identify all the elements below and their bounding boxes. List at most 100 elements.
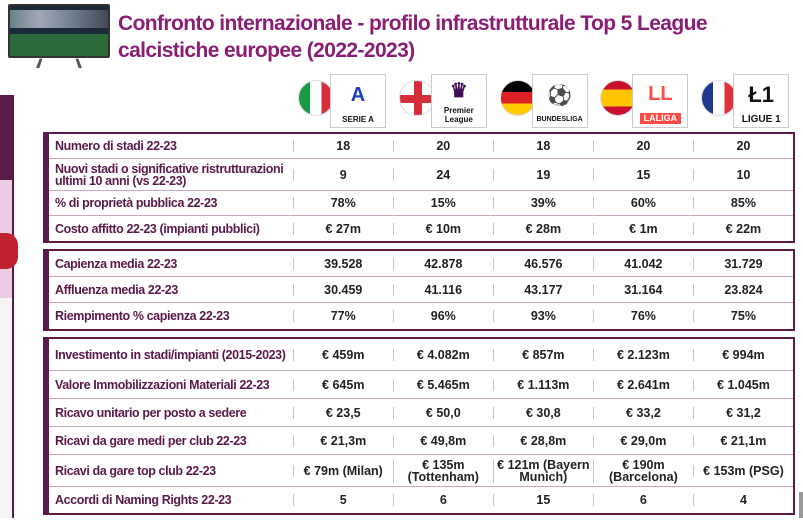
table-cell: 41.116 xyxy=(392,283,493,296)
table-cell: € 79m (Milan) xyxy=(292,464,393,477)
table-cell: 46.576 xyxy=(492,257,593,270)
table-cell: 18 xyxy=(492,140,593,152)
row-label: % di proprietà pubblica 22-23 xyxy=(55,196,218,210)
table-cell: € 121m (Bayern Munich) xyxy=(492,458,593,483)
league-logos-row: A SERIE A ♛ Premier League ⚽ BUNDESLIGA LL LALI… xyxy=(296,70,796,130)
table-cell: € 21,1m xyxy=(692,434,793,447)
table-cell: € 190m (Barcelona) xyxy=(592,458,693,483)
table-cell: 31.164 xyxy=(592,283,693,296)
table-cell: € 28,8m xyxy=(492,434,593,447)
table-row: Costo affitto 22-23 (impianti pubblici) €… xyxy=(49,216,793,241)
row-label: Riempimento % capienza 22-23 xyxy=(55,309,230,323)
table-cell: 20 xyxy=(692,140,793,152)
row-label: Affluenza media 22-23 xyxy=(55,282,178,297)
table-cell: 39.528 xyxy=(292,257,393,270)
table-cell: 42.878 xyxy=(392,257,493,270)
league-name: LIGUE 1 xyxy=(741,114,781,125)
table-cell: € 153m (PSG) xyxy=(692,464,793,477)
table-cell: € 21,3m xyxy=(292,434,393,447)
row-label: Ricavi da gare top club 22-23 xyxy=(55,463,216,478)
table-group-0: Numero di stadi 22-23 18 20 18 20 20 Nuovi sta… xyxy=(43,132,795,243)
table-cell: 30.459 xyxy=(292,283,393,296)
table-cell: € 10m xyxy=(392,222,493,235)
table-group-2: Investimento in stadi/impianti (2015-202… xyxy=(43,337,795,515)
table-cell: € 857m xyxy=(492,348,593,361)
adjacent-page-edge xyxy=(0,95,18,527)
table-cell: € 1m xyxy=(592,222,693,235)
table-cell: 75% xyxy=(692,310,793,322)
edge-band-light xyxy=(0,298,14,518)
table-cell: € 459m xyxy=(292,348,393,361)
table-cell: 5 xyxy=(292,494,393,506)
table-cell: 96% xyxy=(392,310,493,322)
table-cell: 24 xyxy=(392,168,493,181)
table-cell: 31.729 xyxy=(692,257,793,270)
row-label: Capienza media 22-23 xyxy=(55,256,177,271)
table-cell: 39% xyxy=(492,197,593,209)
table-cell: € 1.045m xyxy=(692,378,793,391)
italy-flag-icon xyxy=(298,80,334,116)
table-cell: € 30,8 xyxy=(492,406,593,419)
table-row: % di proprietà pubblica 22-23 78% 15% 39% 60… xyxy=(49,191,793,216)
table-cell: € 5.465m xyxy=(392,378,493,391)
table-cell: € 4.082m xyxy=(392,348,493,361)
table-cell: € 33,2 xyxy=(592,406,693,419)
table-cell: 19 xyxy=(492,168,593,181)
table-cell: € 28m xyxy=(492,222,593,235)
table-cell: 9 xyxy=(292,168,393,181)
table-cell: 60% xyxy=(592,197,693,209)
table-row: Riempimento % capienza 22-23 77% 96% 93% 76%… xyxy=(49,303,793,329)
table-cell: € 645m xyxy=(292,378,393,391)
edge-band-dark xyxy=(0,95,14,180)
table-cell: € 29,0m xyxy=(592,434,693,447)
row-label: Ricavi da gare medi per club 22-23 xyxy=(55,433,247,448)
table-cell: € 1.113m xyxy=(492,378,593,391)
page-title: Confronto internazionale - profilo infra… xyxy=(118,12,708,62)
france-flag-icon xyxy=(701,80,738,116)
league-header-4: Ł1 LIGUE 1 xyxy=(699,70,796,130)
league-header-1: ♛ Premier League xyxy=(396,70,494,130)
bundesliga-logo: ⚽ BUNDESLIGA xyxy=(531,74,588,128)
serie-a-logo-icon: A xyxy=(350,83,366,106)
germany-flag-icon xyxy=(499,80,536,116)
table-cell: 6 xyxy=(392,494,493,506)
league-name: SERIE A xyxy=(342,115,374,124)
table-cell: € 22m xyxy=(692,222,793,235)
table-cell: € 994m xyxy=(692,348,793,361)
stadium-tv-image xyxy=(8,4,110,70)
league-header-2: ⚽ BUNDESLIGA xyxy=(497,70,595,130)
table-cell: 41.042 xyxy=(592,257,693,270)
table-row: Ricavi da gare medi per club 22-23 € 21,3… xyxy=(49,427,793,455)
table-cell: 43.177 xyxy=(492,283,593,296)
table-cell: 18 xyxy=(292,140,393,152)
laliga-logo: LL LALIGA xyxy=(632,74,689,128)
table-cell: 6 xyxy=(592,494,693,506)
premier-league-logo: ♛ Premier League xyxy=(430,74,487,128)
row-label: Nuovi stadi o significative ristrutturaz… xyxy=(55,161,284,188)
serie-a-logo: A SERIE A xyxy=(330,74,386,128)
tv-screen xyxy=(8,4,110,58)
ligue-1-logo-icon: Ł1 xyxy=(748,82,775,107)
table-cell: 15 xyxy=(592,168,693,181)
table-row: Numero di stadi 22-23 18 20 18 20 20 xyxy=(49,134,793,159)
table-cell: € 2.123m xyxy=(592,348,693,361)
table-cell: € 50,0 xyxy=(392,406,493,419)
table-cell: € 2.641m xyxy=(592,378,693,391)
table-cell: 15% xyxy=(392,197,493,209)
table-cell: € 135m (Tottenham) xyxy=(392,458,493,483)
ligue-1-logo: Ł1 LIGUE 1 xyxy=(733,74,790,128)
league-name: Premier League xyxy=(443,106,474,124)
table-cell: 78% xyxy=(292,197,393,209)
spain-flag-icon xyxy=(600,80,637,116)
row-label: Investimento in stadi/impianti (2015-202… xyxy=(55,347,286,362)
row-label: Costo affitto 22-23 (impianti pubblici) xyxy=(55,221,260,236)
table-row: Capienza media 22-23 39.528 42.878 46.576 41… xyxy=(49,251,793,277)
table-row: Ricavi da gare top club 22-23 € 79m (Mila… xyxy=(49,455,793,487)
table-cell: 23.824 xyxy=(692,283,793,296)
table-cell: € 49,8m xyxy=(392,434,493,447)
table-cell: 76% xyxy=(592,310,693,322)
table-group-1: Capienza media 22-23 39.528 42.878 46.576 41… xyxy=(43,249,795,331)
table-cell: 20 xyxy=(392,140,493,152)
table-cell: 85% xyxy=(692,197,793,209)
england-flag-icon xyxy=(398,80,435,116)
